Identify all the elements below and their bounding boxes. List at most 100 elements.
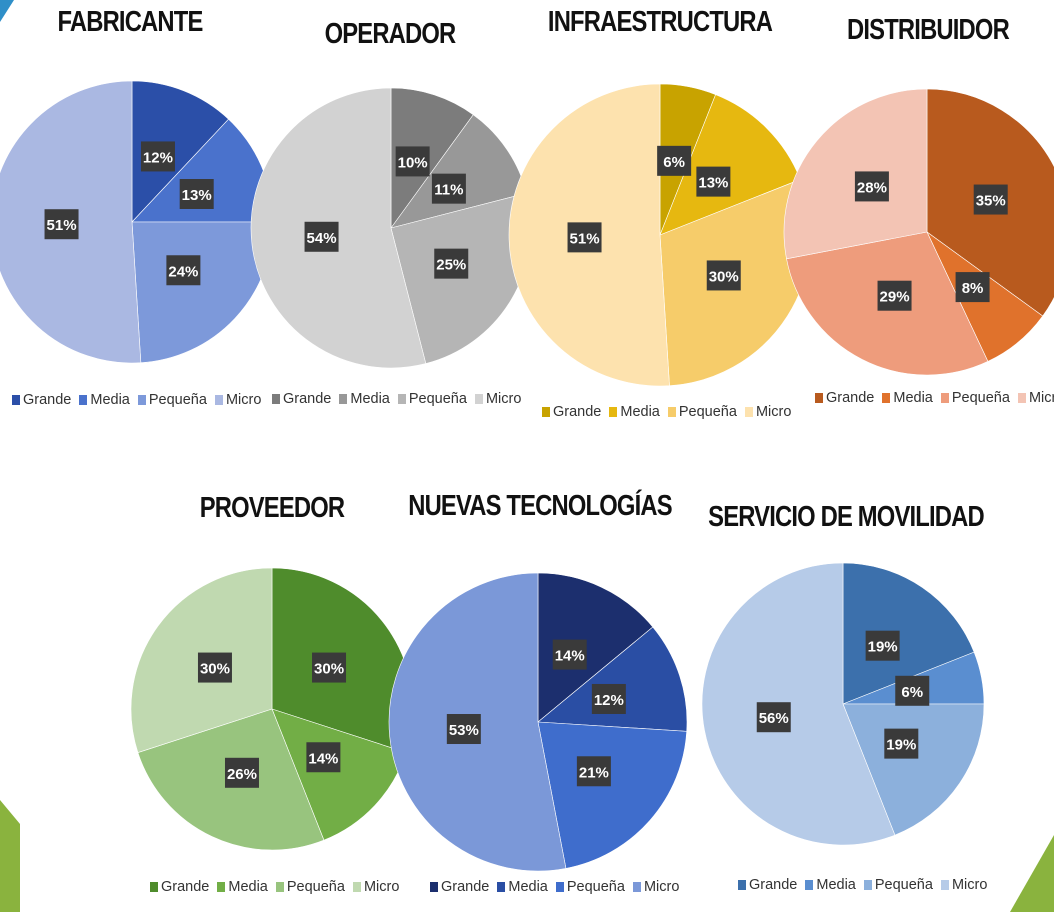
legend-item-micro: Micro (632, 879, 680, 895)
legend-swatch (397, 394, 406, 404)
legend-item-micro: Micro (744, 404, 792, 420)
legend-swatch (272, 394, 280, 404)
legend-swatch (940, 393, 949, 403)
svg-text:30%: 30% (200, 661, 230, 678)
legend-label: Micro (485, 391, 522, 407)
legend-label: Media (90, 392, 130, 408)
legend-swatch (744, 407, 753, 417)
data-label: 13% (696, 166, 731, 197)
data-label: 30% (312, 652, 347, 683)
svg-text:28%: 28% (857, 179, 887, 196)
chart-title: INFRAESTRUCTURA (547, 6, 773, 38)
legend-label: Media (620, 404, 660, 420)
legend-swatch (137, 395, 146, 405)
svg-text:35%: 35% (976, 193, 1006, 210)
data-label: 28% (854, 171, 889, 202)
pie: 6% 13% 30% 51% (508, 83, 812, 387)
legend-label: Pequeña (286, 879, 345, 895)
chart-title: OPERADOR (324, 18, 457, 50)
pie-slice-grande (131, 80, 229, 223)
svg-text:53%: 53% (449, 722, 479, 739)
data-label: 51% (44, 209, 79, 240)
pie: 12% 13% 24% 51% (0, 80, 274, 364)
legend-label: Micro (755, 404, 792, 420)
legend-swatch (805, 880, 814, 890)
legend-swatch (632, 882, 641, 892)
legend-item-micro: Micro (940, 877, 988, 893)
svg-text:30%: 30% (314, 661, 344, 678)
chart-legend: Grande Media Pequeña Micro (430, 879, 680, 895)
legend-label: Media (816, 877, 856, 893)
legend-swatch (667, 407, 676, 417)
legend-swatch (863, 880, 872, 890)
data-label: 53% (446, 714, 481, 745)
corner-accent-top-left (0, 0, 14, 22)
chart-legend: Grande Media Pequeña Micro (272, 391, 522, 407)
pie: 19% 6% 19% 56% (701, 562, 985, 846)
data-label: 26% (224, 757, 259, 788)
legend-label: Micro (1028, 390, 1054, 406)
legend-item-media: Media (805, 877, 856, 893)
legend-item-media: Media (497, 879, 548, 895)
svg-text:6%: 6% (663, 154, 685, 171)
pie-slice-micro (701, 562, 896, 846)
legend-label: Pequeña (678, 404, 737, 420)
legend-item-pequeña: Pequeña (667, 404, 737, 420)
svg-text:25%: 25% (436, 257, 466, 274)
legend-swatch (79, 395, 88, 405)
legend-item-micro: Micro (1017, 390, 1054, 406)
pie: 14% 12% 21% 53% (388, 572, 688, 872)
data-label: 29% (877, 280, 912, 311)
legend-item-media: Media (882, 390, 933, 406)
legend-label: Micro (363, 879, 400, 895)
chart-title: PROVEEDOR (199, 492, 345, 524)
svg-text:19%: 19% (886, 737, 916, 754)
legend-label: Pequeña (566, 879, 625, 895)
svg-text:13%: 13% (698, 175, 728, 192)
legend-swatch (882, 393, 891, 403)
legend-item-media: Media (339, 391, 390, 407)
pie-slice-pequeña (842, 703, 985, 836)
data-label: 21% (576, 756, 611, 787)
legend-item-grande: Grande (738, 877, 797, 893)
legend-item-grande: Grande (542, 404, 601, 420)
pie-slice-grande (537, 572, 654, 723)
legend-item-micro: Micro (214, 392, 261, 408)
svg-text:12%: 12% (143, 149, 173, 166)
svg-text:6%: 6% (901, 684, 923, 701)
legend-label: Media (350, 391, 390, 407)
legend-item-pequeña: Pequeña (137, 392, 207, 408)
data-label: 14% (552, 639, 587, 670)
legend-item-pequeña: Pequeña (555, 879, 625, 895)
pie-slice-media (537, 626, 688, 732)
data-label: 12% (591, 683, 626, 714)
svg-text:13%: 13% (182, 187, 212, 204)
data-label: 19% (884, 728, 919, 759)
chart-legend: Grande Media Pequeña Micro (815, 390, 1054, 406)
data-label: 6% (657, 145, 692, 176)
data-label: 30% (197, 652, 232, 683)
chart-title: DISTRIBUIDOR (847, 14, 1010, 46)
legend-label: Media (228, 879, 268, 895)
legend-swatch (815, 393, 823, 403)
legend-swatch (474, 394, 483, 404)
legend-label: Grande (826, 390, 875, 406)
pie-slice-pequeña (537, 721, 688, 869)
legend-swatch (214, 395, 223, 405)
svg-text:12%: 12% (594, 692, 624, 709)
data-label: 30% (706, 260, 741, 291)
legend-item-micro: Micro (474, 391, 522, 407)
svg-text:54%: 54% (307, 230, 337, 247)
legend-item-grande: Grande (430, 879, 489, 895)
chart-legend: Grande Media Pequeña Micro (150, 879, 400, 895)
data-label: 6% (895, 675, 930, 706)
legend-item-grande: Grande (12, 392, 71, 408)
legend-item-pequeña: Pequeña (940, 390, 1010, 406)
svg-text:56%: 56% (759, 710, 789, 727)
legend-swatch (497, 882, 506, 892)
legend-label: Pequeña (874, 877, 933, 893)
legend-label: Micro (951, 877, 988, 893)
legend-label: Pequeña (408, 391, 467, 407)
legend-label: Micro (643, 879, 680, 895)
legend-item-media: Media (217, 879, 268, 895)
